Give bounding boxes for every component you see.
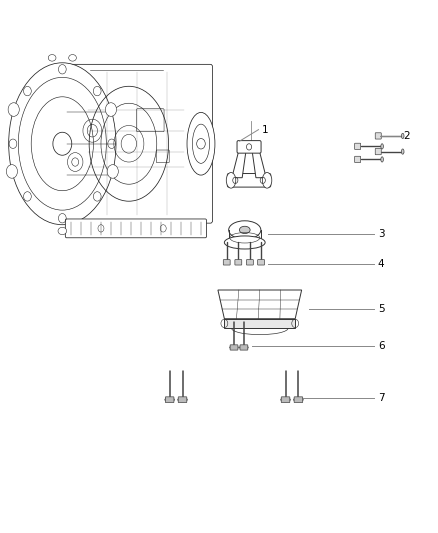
- Text: 5: 5: [378, 304, 385, 314]
- FancyBboxPatch shape: [65, 219, 207, 238]
- Text: 6: 6: [378, 341, 385, 351]
- FancyBboxPatch shape: [258, 260, 265, 265]
- FancyBboxPatch shape: [247, 260, 253, 265]
- Text: 1: 1: [262, 125, 268, 135]
- Ellipse shape: [224, 236, 265, 249]
- Ellipse shape: [258, 261, 264, 264]
- Circle shape: [106, 103, 117, 116]
- Ellipse shape: [58, 228, 67, 235]
- Polygon shape: [218, 290, 302, 319]
- Ellipse shape: [226, 173, 236, 188]
- Ellipse shape: [178, 398, 187, 402]
- Text: 2: 2: [403, 131, 410, 141]
- FancyBboxPatch shape: [240, 345, 248, 350]
- FancyBboxPatch shape: [294, 397, 303, 402]
- FancyBboxPatch shape: [60, 64, 212, 223]
- FancyBboxPatch shape: [227, 174, 271, 187]
- Ellipse shape: [247, 261, 253, 264]
- Ellipse shape: [240, 227, 250, 233]
- Ellipse shape: [236, 261, 241, 264]
- Polygon shape: [251, 148, 266, 177]
- Ellipse shape: [381, 144, 383, 149]
- Ellipse shape: [401, 133, 404, 139]
- Ellipse shape: [224, 261, 230, 264]
- FancyBboxPatch shape: [235, 260, 242, 265]
- FancyBboxPatch shape: [281, 397, 290, 402]
- Ellipse shape: [230, 345, 238, 349]
- Ellipse shape: [9, 63, 116, 225]
- Ellipse shape: [381, 157, 383, 162]
- Polygon shape: [224, 319, 295, 328]
- Ellipse shape: [281, 398, 290, 402]
- FancyBboxPatch shape: [355, 156, 360, 163]
- Circle shape: [8, 103, 19, 116]
- FancyBboxPatch shape: [230, 345, 238, 350]
- Circle shape: [107, 165, 118, 178]
- Ellipse shape: [293, 398, 303, 402]
- Ellipse shape: [48, 54, 56, 61]
- Circle shape: [6, 165, 18, 178]
- Ellipse shape: [69, 54, 76, 61]
- Text: 7: 7: [378, 393, 385, 403]
- FancyBboxPatch shape: [237, 141, 261, 153]
- FancyBboxPatch shape: [166, 397, 174, 402]
- FancyBboxPatch shape: [375, 149, 381, 155]
- Ellipse shape: [262, 173, 272, 188]
- Ellipse shape: [165, 398, 174, 402]
- Ellipse shape: [240, 345, 248, 349]
- Text: 3: 3: [378, 229, 385, 239]
- FancyBboxPatch shape: [375, 133, 381, 139]
- Text: 4: 4: [378, 259, 385, 269]
- FancyBboxPatch shape: [178, 397, 187, 402]
- Ellipse shape: [187, 112, 215, 175]
- Ellipse shape: [229, 221, 261, 239]
- FancyBboxPatch shape: [223, 260, 230, 265]
- Polygon shape: [232, 148, 247, 177]
- FancyBboxPatch shape: [355, 143, 360, 149]
- Ellipse shape: [401, 149, 404, 154]
